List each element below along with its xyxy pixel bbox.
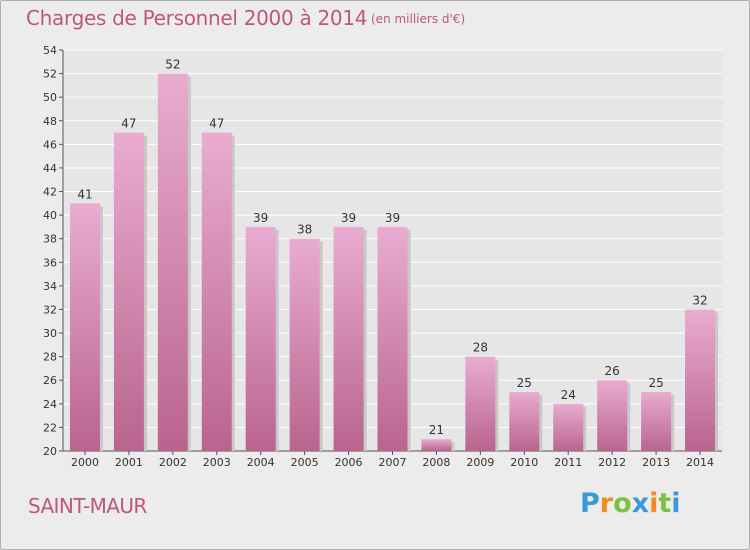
bar-value-label: 38 xyxy=(297,223,312,237)
logo-letter: r xyxy=(599,488,614,519)
y-tick-label: 24 xyxy=(43,398,57,411)
bar xyxy=(201,132,232,451)
bar-value-label: 28 xyxy=(473,341,488,355)
x-tick-label: 2014 xyxy=(686,456,714,469)
bar xyxy=(157,73,188,452)
city-name: SAINT-MAUR xyxy=(28,494,147,518)
bar xyxy=(377,226,408,451)
y-tick-label: 36 xyxy=(43,256,57,269)
x-tick-label: 2007 xyxy=(379,456,407,469)
logo-letter: i xyxy=(649,488,659,519)
y-tick-label: 44 xyxy=(43,162,57,175)
x-tick-label: 2003 xyxy=(203,456,231,469)
y-tick-label: 46 xyxy=(43,138,57,151)
y-tick-label: 20 xyxy=(43,445,57,458)
logo-letter: o xyxy=(613,488,632,519)
x-tick-label: 2000 xyxy=(71,456,99,469)
bar-value-label: 25 xyxy=(648,376,663,390)
bar-value-label: 24 xyxy=(561,388,576,402)
bar-value-label: 47 xyxy=(121,117,136,131)
bar xyxy=(245,226,276,451)
x-tick-label: 2004 xyxy=(247,456,275,469)
x-tick-label: 2010 xyxy=(510,456,538,469)
y-tick-label: 48 xyxy=(43,115,57,128)
chart-title: Charges de Personnel 2000 à 2014 xyxy=(26,6,368,30)
y-tick-label: 42 xyxy=(43,186,57,199)
logo-letter: P xyxy=(580,488,600,519)
x-tick-label: 2006 xyxy=(335,456,363,469)
bar-value-label: 21 xyxy=(429,423,444,437)
y-tick-label: 40 xyxy=(43,209,57,222)
bar-value-label: 25 xyxy=(517,376,532,390)
bar-value-label: 47 xyxy=(209,117,224,131)
bar xyxy=(289,238,320,451)
x-tick-label: 2002 xyxy=(159,456,187,469)
bar-value-label: 26 xyxy=(605,364,620,378)
bar xyxy=(113,132,144,451)
proxiti-logo: Proxiti xyxy=(580,488,681,519)
y-tick-label: 38 xyxy=(43,233,57,246)
bar-value-label: 32 xyxy=(692,293,707,307)
bar xyxy=(509,392,540,451)
y-tick-label: 52 xyxy=(43,68,57,81)
y-tick-label: 54 xyxy=(43,44,57,57)
y-tick-label: 34 xyxy=(43,280,57,293)
y-tick-label: 28 xyxy=(43,351,57,364)
x-tick-label: 2001 xyxy=(115,456,143,469)
bar-value-label: 39 xyxy=(253,211,268,225)
bar-value-label: 41 xyxy=(77,187,92,201)
bar xyxy=(465,356,496,451)
bar xyxy=(69,203,100,451)
x-tick-label: 2008 xyxy=(422,456,450,469)
y-tick-label: 26 xyxy=(43,374,57,387)
y-tick-label: 22 xyxy=(43,421,57,434)
bar xyxy=(421,439,452,451)
y-tick-label: 32 xyxy=(43,303,57,316)
bar-value-label: 52 xyxy=(165,58,180,72)
chart-unit-note: (en milliers d'€) xyxy=(371,12,466,26)
x-tick-label: 2013 xyxy=(642,456,670,469)
bar xyxy=(333,226,364,451)
bar-value-label: 39 xyxy=(385,211,400,225)
bar xyxy=(597,380,628,451)
bar xyxy=(685,309,716,451)
y-tick-label: 50 xyxy=(43,91,57,104)
y-tick-label: 30 xyxy=(43,327,57,340)
logo-letter: x xyxy=(631,488,650,519)
bar xyxy=(553,403,584,451)
bar-value-label: 39 xyxy=(341,211,356,225)
x-tick-label: 2011 xyxy=(554,456,582,469)
x-tick-label: 2005 xyxy=(291,456,319,469)
logo-letter: i xyxy=(671,488,681,519)
x-tick-label: 2012 xyxy=(598,456,626,469)
logo-letter: t xyxy=(658,488,672,519)
bar xyxy=(641,392,672,451)
x-tick-label: 2009 xyxy=(466,456,494,469)
